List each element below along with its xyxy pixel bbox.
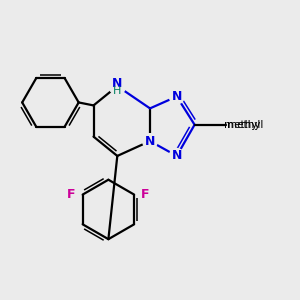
- Text: N: N: [145, 135, 155, 148]
- Circle shape: [169, 148, 184, 164]
- Circle shape: [169, 89, 184, 104]
- Text: methyl: methyl: [224, 120, 261, 130]
- Text: N: N: [172, 149, 182, 162]
- Text: F: F: [67, 188, 76, 201]
- Text: N: N: [172, 90, 182, 103]
- Circle shape: [109, 78, 126, 94]
- Text: H: H: [113, 86, 122, 96]
- Text: methyl: methyl: [227, 120, 264, 130]
- Text: N: N: [112, 77, 122, 90]
- Text: F: F: [141, 188, 150, 201]
- Circle shape: [142, 134, 158, 148]
